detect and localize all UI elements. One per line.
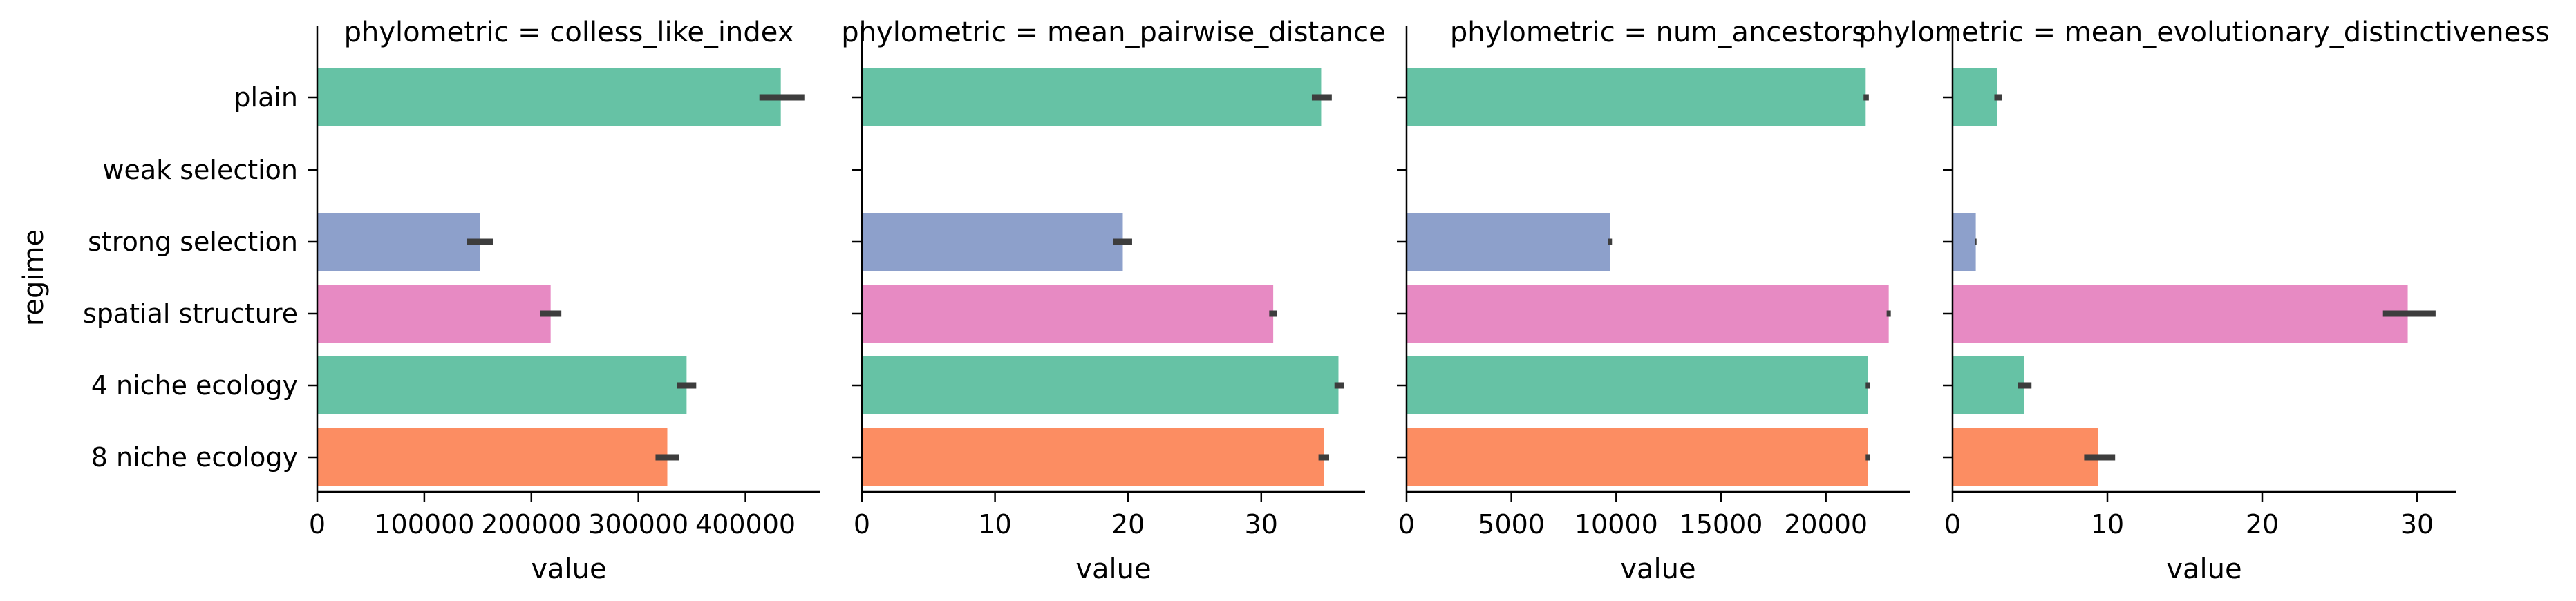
x-tick-label: 300000 — [588, 509, 688, 540]
y-axis-label: regime — [18, 229, 50, 326]
bar-4-niche-ecology — [862, 356, 1339, 414]
bar-8-niche-ecology — [317, 428, 668, 486]
bar-spatial-structure — [862, 285, 1274, 343]
y-tick-label: 8 niche ecology — [91, 442, 298, 473]
x-tick-label: 5000 — [1478, 509, 1545, 540]
bar-strong-selection — [862, 213, 1123, 271]
bar-8-niche-ecology — [1953, 428, 2098, 486]
x-axis-label: value — [1075, 553, 1151, 585]
y-tick-label: spatial structure — [83, 298, 298, 329]
x-tick-label: 10000 — [1574, 509, 1658, 540]
x-axis-label: value — [531, 553, 606, 585]
facet-panel-2: phylometric = mean_pairwise_distance 0 10 2… — [841, 17, 1385, 585]
bar-4-niche-ecology — [317, 356, 687, 414]
bar-strong-selection — [317, 213, 480, 271]
bar-spatial-structure — [1953, 285, 2408, 343]
x-tick-label: 100000 — [374, 509, 474, 540]
y-tick-label: weak selection — [102, 155, 298, 185]
x-tick-label: 10 — [978, 509, 1011, 540]
x-tick-label: 15000 — [1680, 509, 1763, 540]
x-tick-label: 30 — [2400, 509, 2434, 540]
panel-title: phylometric = mean_evolutionary_distinct… — [1859, 17, 2550, 48]
bar-plain — [1407, 68, 1866, 126]
bar-spatial-structure — [317, 285, 551, 343]
facet-panel-3: phylometric = num_ancestors 0 5000 10000 150… — [1397, 17, 1910, 585]
panel-title: phylometric = colless_like_index — [344, 17, 794, 48]
x-tick-label: 0 — [1398, 509, 1415, 540]
x-tick-label: 10 — [2091, 509, 2124, 540]
x-tick-label: 20 — [2246, 509, 2279, 540]
x-axis-label: value — [1620, 553, 1695, 585]
bar-4-niche-ecology — [1953, 356, 2024, 414]
x-tick-label: 0 — [1944, 509, 1961, 540]
bar-8-niche-ecology — [1407, 428, 1868, 486]
x-tick-label: 30 — [1245, 509, 1278, 540]
bar-plain — [862, 68, 1322, 126]
x-tick-label: 20000 — [1784, 509, 1868, 540]
bar-8-niche-ecology — [862, 428, 1324, 486]
y-tick-label: plain — [234, 82, 298, 113]
y-tick-label: strong selection — [88, 227, 298, 257]
x-axis-label: value — [2166, 553, 2241, 585]
x-tick-label: 0 — [309, 509, 326, 540]
facet-panel-4: phylometric = mean_evolutionary_distinct… — [1859, 17, 2550, 585]
bar-spatial-structure — [1407, 285, 1889, 343]
bar-strong-selection — [1407, 213, 1610, 271]
bar-plain — [1953, 68, 1997, 126]
y-tick-label: 4 niche ecology — [91, 370, 298, 401]
x-tick-label: 0 — [854, 509, 870, 540]
panel-title: phylometric = num_ancestors — [1450, 17, 1866, 48]
bar-strong-selection — [1953, 213, 1976, 271]
bar-4-niche-ecology — [1407, 356, 1868, 414]
x-tick-label: 200000 — [481, 509, 581, 540]
panel-title: phylometric = mean_pairwise_distance — [841, 17, 1385, 48]
x-tick-label: 400000 — [695, 509, 796, 540]
bar-plain — [317, 68, 781, 126]
x-tick-label: 20 — [1111, 509, 1145, 540]
